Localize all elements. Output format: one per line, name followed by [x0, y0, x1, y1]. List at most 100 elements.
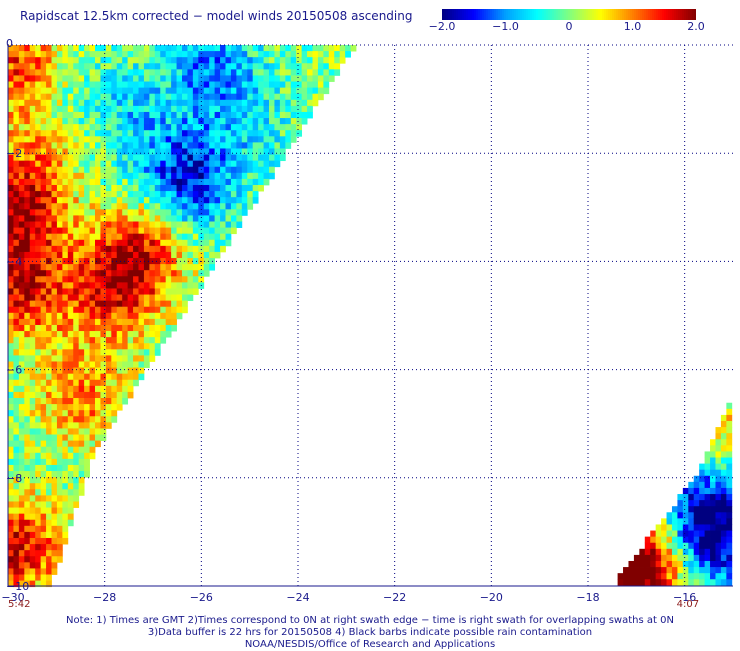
swath-cell	[726, 554, 733, 562]
swath-cell	[13, 331, 20, 338]
swath-cell	[241, 154, 248, 162]
swath-cell	[100, 191, 107, 198]
swath-cell	[127, 166, 134, 174]
swath-cell	[35, 166, 42, 174]
swath-cell	[46, 483, 52, 490]
swath-cell	[644, 573, 651, 580]
swath-cell	[24, 63, 31, 70]
swath-cell	[269, 93, 275, 101]
swath-cell	[13, 501, 20, 508]
swath-cell	[720, 427, 727, 434]
swath-cell	[165, 191, 172, 198]
swath-cell	[307, 87, 313, 95]
swath-cell	[67, 221, 74, 228]
swath-cell	[62, 489, 69, 496]
swath-cell	[171, 251, 177, 259]
swath-cell	[24, 57, 31, 64]
swath-cell	[133, 99, 139, 107]
swath-cell	[176, 178, 183, 186]
swath-cell	[62, 477, 69, 484]
swath-cell	[95, 391, 101, 399]
swath-cell	[67, 507, 74, 515]
swath-cell	[682, 487, 689, 495]
swath-cell	[46, 63, 52, 70]
swath-cell	[46, 203, 52, 210]
swath-cell	[682, 494, 689, 501]
swath-cell	[209, 264, 216, 271]
swath-cell	[40, 434, 47, 442]
swath-cell	[18, 373, 25, 381]
colorbar-segment	[646, 9, 649, 20]
swath-cell	[56, 349, 63, 356]
swath-cell	[18, 191, 25, 198]
swath-cell	[116, 124, 123, 131]
swath-cell	[138, 215, 145, 222]
swath-cell	[290, 81, 297, 89]
swath-cell	[127, 239, 134, 247]
swath-cell	[143, 191, 150, 198]
swath-cell	[13, 57, 20, 64]
swath-cell	[62, 111, 69, 119]
swath-cell	[693, 542, 700, 550]
swath-cell	[35, 367, 42, 375]
swath-cell	[176, 136, 183, 143]
swath-cell	[95, 337, 101, 344]
swath-cell	[247, 184, 254, 192]
swath-cell	[51, 458, 58, 466]
swath-cell	[89, 184, 96, 192]
swath-cell	[100, 203, 107, 210]
swath-cell	[160, 51, 167, 58]
swath-cell	[29, 562, 36, 569]
swath-cell	[726, 524, 733, 531]
swath-cell	[8, 513, 14, 521]
swath-cell	[682, 512, 689, 519]
swath-cell	[301, 99, 308, 107]
swath-cell	[100, 258, 107, 265]
swath-cell	[149, 99, 156, 107]
swath-cell	[154, 99, 161, 107]
swath-cell	[35, 312, 42, 320]
swath-cell	[160, 142, 167, 149]
swath-cell	[650, 579, 657, 586]
swath-cell	[143, 227, 150, 235]
swath-cell	[127, 355, 134, 362]
swath-cell	[100, 184, 107, 192]
swath-cell	[285, 142, 292, 149]
swath-cell	[18, 452, 25, 460]
swath-cell	[78, 398, 85, 405]
swath-cell	[225, 172, 232, 180]
swath-cell	[13, 251, 20, 259]
swath-cell	[312, 87, 319, 95]
swath-cell	[187, 288, 194, 295]
swath-cell	[165, 239, 172, 247]
swath-cell	[67, 251, 74, 259]
swath-cell	[236, 184, 243, 192]
swath-cell	[138, 343, 145, 350]
swath-cell	[51, 51, 58, 58]
swath-cell	[236, 203, 243, 210]
swath-cell	[78, 416, 85, 423]
swath-cell	[78, 191, 85, 198]
swath-cell	[89, 172, 96, 180]
swath-cell	[111, 166, 118, 174]
swath-cell	[122, 160, 129, 168]
swath-cell	[40, 75, 47, 82]
swath-cell	[67, 118, 74, 125]
swath-cell	[116, 306, 123, 314]
colorbar-segment	[578, 9, 581, 20]
colorbar-segment	[574, 9, 577, 20]
swath-cell	[105, 361, 112, 368]
swath-cell	[56, 154, 63, 162]
swath-cell	[51, 93, 58, 101]
swath-cell	[56, 197, 63, 204]
swath-cell	[29, 525, 36, 533]
swath-cell	[105, 130, 112, 137]
swath-cell	[35, 574, 42, 581]
swath-cell	[116, 221, 123, 228]
swath-cell	[143, 87, 150, 95]
swath-cell	[247, 160, 254, 168]
swath-cell	[269, 142, 275, 149]
swath-cell	[8, 166, 14, 174]
swath-cell	[8, 93, 14, 101]
swath-cell	[209, 130, 216, 137]
